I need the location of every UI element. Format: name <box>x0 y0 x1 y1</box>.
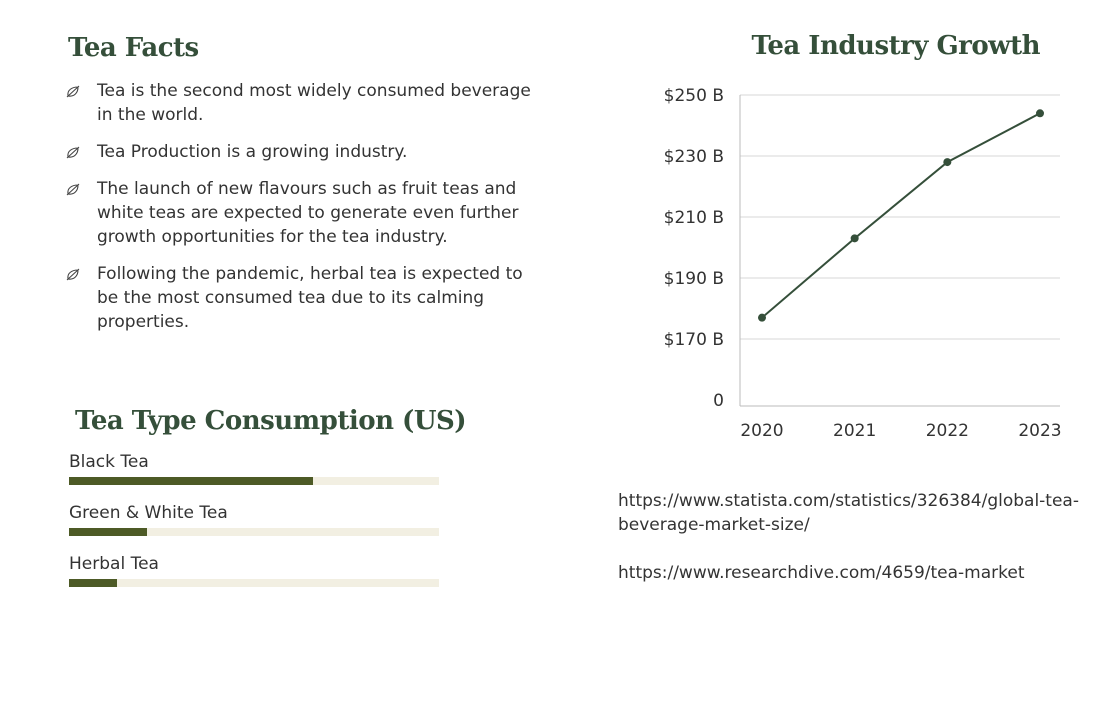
consumption-bar-herbal-tea: Herbal Tea <box>69 554 439 587</box>
data-point <box>1036 109 1044 118</box>
x-tick-label: 2023 <box>1018 421 1061 441</box>
leaf-icon <box>66 183 80 196</box>
list-item: Tea Production is a growing industry. <box>66 140 536 164</box>
consumption-title: Tea Type Consumption (US) <box>75 406 467 436</box>
data-point <box>850 234 859 243</box>
leaf-icon <box>66 268 80 281</box>
list-item: Tea is the second most widely consumed b… <box>66 79 536 127</box>
data-point <box>943 158 952 167</box>
bar-label: Herbal Tea <box>69 554 159 574</box>
bar-fill <box>69 528 147 536</box>
list-item: The launch of new flavours such as fruit… <box>66 177 536 249</box>
fact-text: The launch of new flavours such as fruit… <box>97 179 519 247</box>
tea-facts-list: Tea is the second most widely consumed b… <box>66 79 536 347</box>
line-chart: 0 $170 B $190 B $210 B $230 B $250 B 2020 2021 2… <box>664 86 1062 441</box>
bar-track <box>69 528 439 536</box>
leaf-icon <box>66 146 80 159</box>
x-tick-label: 2021 <box>833 421 876 441</box>
bar-fill <box>69 477 314 485</box>
bar-fill <box>69 579 118 587</box>
list-item: Following the pandemic, herbal tea is ex… <box>66 262 536 334</box>
fact-text: Tea Production is a growing industry. <box>97 142 408 162</box>
y-tick-label: $190 B <box>664 269 724 289</box>
chart-title: Tea Industry Growth <box>751 31 1041 61</box>
leaf-icon <box>66 85 80 98</box>
series-line <box>761 112 1041 319</box>
consumption-bar-black-tea: Black Tea <box>69 452 439 485</box>
fact-text: Following the pandemic, herbal tea is ex… <box>97 264 523 332</box>
bar-track <box>69 579 439 587</box>
y-tick-label: $210 B <box>664 208 724 228</box>
source-link-researchdive[interactable]: https://www.researchdive.com/4659/tea-ma… <box>618 563 1025 583</box>
sources: https://www.statista.com/statistics/3263… <box>618 489 1088 585</box>
consumption-bar-green-white-tea: Green & White Tea <box>69 503 439 536</box>
fact-text: Tea is the second most widely consumed b… <box>97 81 531 125</box>
y-tick-label: $170 B <box>664 330 724 350</box>
x-tick-label: 2020 <box>740 421 783 441</box>
source-link-statista[interactable]: https://www.statista.com/statistics/3263… <box>618 491 1079 535</box>
bar-label: Green & White Tea <box>69 503 228 523</box>
bar-label: Black Tea <box>69 452 149 472</box>
y-tick-label: $230 B <box>664 147 724 167</box>
x-tick-label: 2022 <box>926 421 969 441</box>
bar-track <box>69 477 439 485</box>
tea-facts-title: Tea Facts <box>68 33 199 63</box>
data-point <box>758 313 766 322</box>
y-tick-label: $250 B <box>664 86 724 106</box>
y-tick-label: 0 <box>713 391 724 411</box>
